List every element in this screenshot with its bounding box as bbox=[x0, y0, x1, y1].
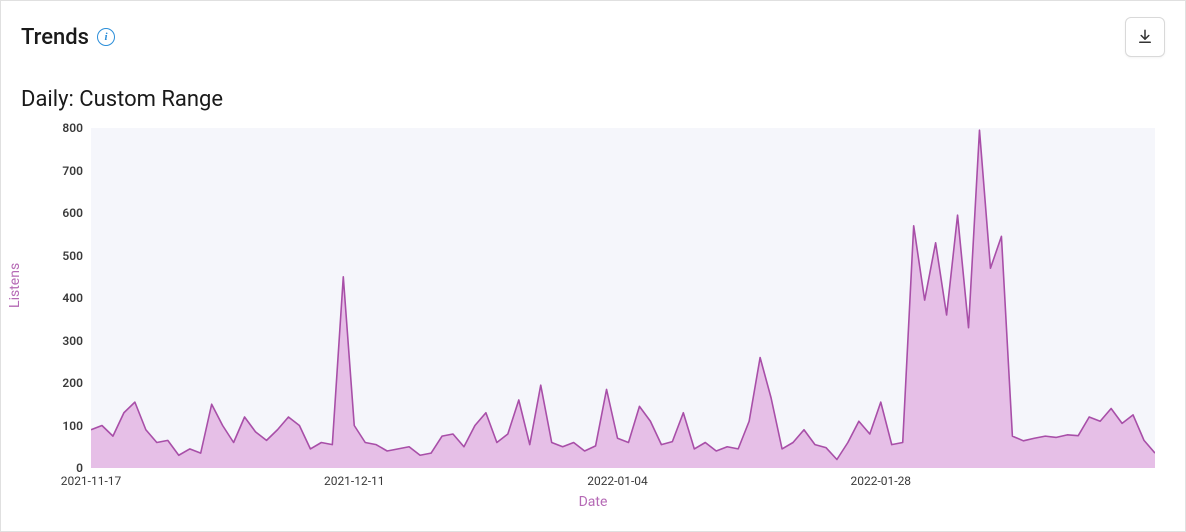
chart-area: Listens 01002003004005006007008002021-11… bbox=[21, 128, 1165, 508]
y-tick-label: 600 bbox=[62, 206, 83, 220]
section-title: Trends bbox=[21, 25, 89, 50]
y-tick-label: 400 bbox=[62, 291, 83, 305]
chart-subtitle: Daily: Custom Range bbox=[21, 87, 1165, 112]
line-chart-svg bbox=[91, 128, 1155, 468]
download-icon bbox=[1136, 28, 1154, 46]
info-icon[interactable]: i bbox=[97, 28, 115, 46]
y-tick-label: 0 bbox=[76, 461, 83, 475]
header-row: Trends i bbox=[21, 17, 1165, 57]
y-tick-label: 300 bbox=[62, 334, 83, 348]
x-axis-label: Date bbox=[579, 494, 608, 510]
x-tick-label: 2021-11-17 bbox=[61, 474, 122, 488]
plot-region: 01002003004005006007008002021-11-172021-… bbox=[91, 128, 1155, 468]
y-tick-label: 500 bbox=[62, 249, 83, 263]
x-tick-label: 2022-01-28 bbox=[850, 474, 911, 488]
y-tick-label: 700 bbox=[62, 164, 83, 178]
y-tick-label: 800 bbox=[62, 121, 83, 135]
y-tick-label: 100 bbox=[62, 419, 83, 433]
y-axis-label: Listens bbox=[7, 263, 23, 308]
download-button[interactable] bbox=[1125, 17, 1165, 57]
x-tick-label: 2022-01-04 bbox=[587, 474, 648, 488]
x-tick-label: 2021-12-11 bbox=[324, 474, 385, 488]
header-left: Trends i bbox=[21, 25, 115, 50]
trends-panel: Trends i Daily: Custom Range Listens 010… bbox=[0, 0, 1186, 532]
chart-area-fill bbox=[91, 130, 1155, 468]
y-tick-label: 200 bbox=[62, 376, 83, 390]
